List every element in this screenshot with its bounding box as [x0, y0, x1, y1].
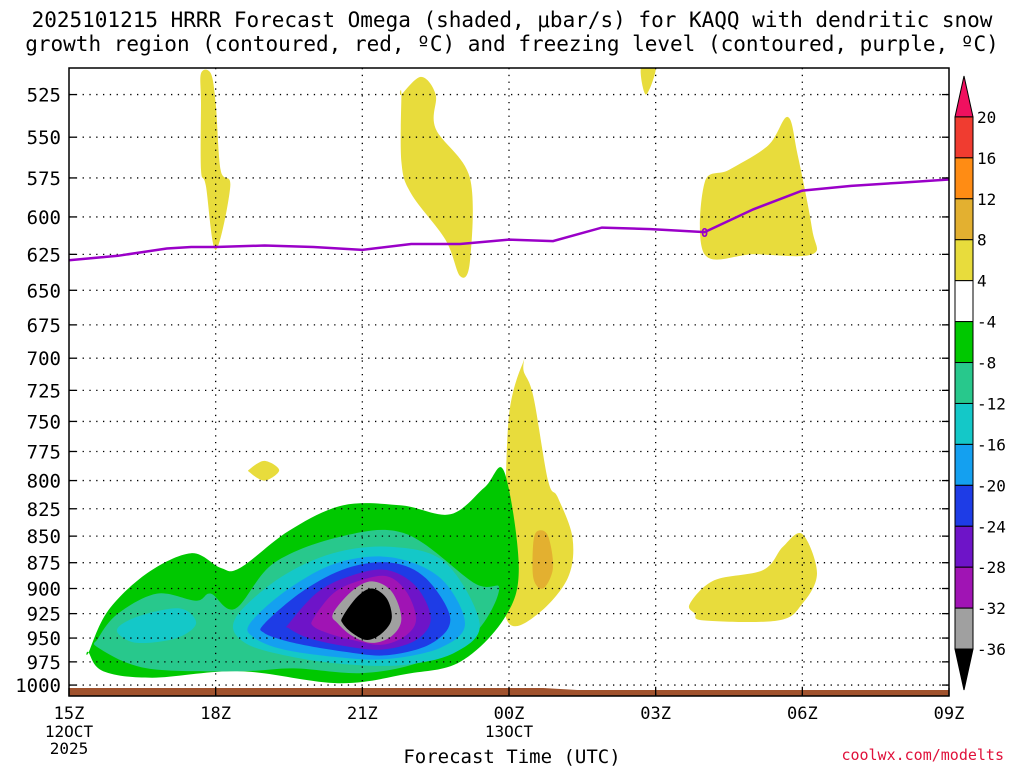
colorbar-swatch-10: [954, 484, 974, 527]
freezing-level-path: [69, 178, 949, 262]
xtick-label-06Z: 06Z: [787, 704, 818, 724]
xtick-label-18Z: 18Z: [200, 704, 231, 724]
colorbar-swatch-0: [954, 75, 974, 118]
shaded-regions: [86, 68, 818, 684]
colorbar: 20 16 12 8 4 -4 -8 -12 -16 -20 -24 -28 -32 -36: [954, 75, 1006, 691]
colorbar-swatch-5: [954, 280, 974, 323]
colorbar-label-10: -24: [977, 517, 1006, 536]
ytick-label-925: 925: [27, 604, 61, 626]
xtick-date-00Z: 13OCT: [485, 722, 534, 741]
omega-region-8-5: [532, 530, 554, 589]
colorbar-label-13: -36: [977, 640, 1006, 659]
chart-title-line-2: growth region (contoured, red, ºC) and f…: [25, 32, 999, 56]
colorbar-label-5: -4: [977, 313, 996, 332]
colorbar-swatch-7: [954, 362, 974, 404]
ytick-label-525: 525: [27, 85, 61, 107]
colorbar-label-7: -12: [977, 394, 1006, 413]
xtick-label-03Z: 03Z: [640, 704, 671, 724]
ytick-label-975: 975: [27, 652, 61, 674]
ytick-label-800: 800: [27, 471, 61, 493]
x-axis-label: Forecast Time (UTC): [403, 746, 621, 768]
freezing-level-label: 0: [701, 226, 708, 240]
colorbar-swatch-6: [954, 321, 974, 364]
omega-region--12-10: [116, 608, 197, 644]
ytick-label-550: 550: [27, 127, 61, 149]
omega-region-4-3: [699, 116, 818, 260]
xtick-date-15Z: 12OCT: [45, 722, 94, 741]
ytick-label-700: 700: [27, 348, 61, 370]
colorbar-swatch-11: [954, 525, 974, 568]
colorbar-label-11: -28: [977, 558, 1006, 577]
omega-region-4-0: [200, 69, 231, 250]
colorbar-label-4: 4: [977, 272, 987, 291]
credit-text: coolwx.com/modelts: [841, 746, 1004, 764]
grid-lines: [69, 68, 949, 696]
omega-region--36-17: [341, 588, 392, 640]
xtick-label-00Z: 00Z: [494, 704, 525, 724]
colorbar-label-12: -32: [977, 599, 1006, 618]
colorbar-swatch-8: [954, 402, 974, 445]
ytick-label-775: 775: [27, 441, 61, 463]
colorbar-swatch-1: [954, 116, 974, 159]
ytick-label-875: 875: [27, 553, 61, 575]
ytick-label-650: 650: [27, 280, 61, 302]
ytick-label-600: 600: [27, 207, 61, 229]
colorbar-swatch-2: [954, 157, 974, 200]
colorbar-label-0: 20: [977, 108, 996, 127]
xtick-label-21Z: 21Z: [347, 704, 378, 724]
ytick-label-675: 675: [27, 315, 61, 337]
ytick-label-825: 825: [27, 499, 61, 521]
ytick-label-1000: 1000: [15, 675, 61, 697]
ytick-label-625: 625: [27, 244, 61, 266]
ytick-label-850: 850: [27, 526, 61, 548]
freezing-level-line: 0: [69, 178, 949, 262]
omega-region-4-6: [688, 533, 817, 623]
colorbar-swatch-3: [954, 198, 974, 241]
xtick-year-15Z: 2025: [50, 739, 89, 758]
ytick-label-575: 575: [27, 168, 61, 190]
xtick-label-15Z: 15Z: [54, 704, 85, 724]
colorbar-label-1: 16: [977, 149, 996, 168]
omega-region-4-2: [640, 68, 656, 95]
colorbar-label-9: -20: [977, 476, 1006, 495]
colorbar-label-3: 8: [977, 231, 987, 250]
colorbar-swatch-13: [954, 607, 974, 650]
colorbar-swatch-9: [954, 443, 974, 486]
ytick-label-950: 950: [27, 628, 61, 650]
colorbar-label-8: -16: [977, 435, 1006, 454]
colorbar-swatch-4: [954, 239, 974, 282]
colorbar-label-6: -8: [977, 354, 996, 373]
ytick-label-900: 900: [27, 579, 61, 601]
ytick-label-725: 725: [27, 380, 61, 402]
chart-title-line-1: 2025101215 HRRR Forecast Omega (shaded, …: [31, 8, 993, 32]
colorbar-label-2: 12: [977, 190, 996, 209]
omega-region-4-7: [248, 460, 280, 481]
colorbar-swatch-14: [954, 648, 974, 691]
xtick-label-09Z: 09Z: [934, 704, 965, 724]
ytick-label-750: 750: [27, 411, 61, 433]
y-axis-ticks: 525 550 575 600 625 650 675 700 725 750 775 800 825 8…: [15, 85, 949, 697]
colorbar-swatch-12: [954, 566, 974, 609]
